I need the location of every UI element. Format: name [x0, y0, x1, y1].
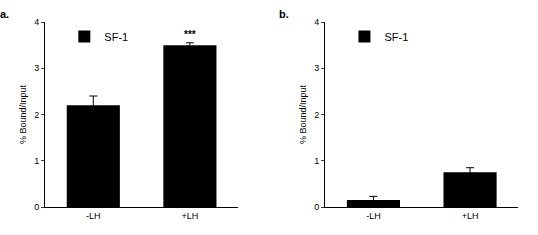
svg-text:2: 2	[34, 110, 39, 120]
svg-text:***: ***	[184, 29, 196, 40]
svg-text:SF-1: SF-1	[384, 31, 408, 43]
svg-text:-LH: -LH	[366, 211, 381, 221]
svg-text:SF-1: SF-1	[104, 31, 128, 43]
svg-text:0: 0	[314, 202, 319, 212]
svg-text:% Bound/Input: % Bound/Input	[298, 84, 308, 144]
svg-text:-LH: -LH	[86, 211, 101, 221]
svg-text:b.: b.	[279, 8, 289, 20]
svg-text:0: 0	[34, 202, 39, 212]
svg-text:2: 2	[314, 110, 319, 120]
svg-text:+LH: +LH	[182, 211, 199, 221]
svg-text:% Bound/Input: % Bound/Input	[18, 84, 28, 144]
svg-text:4: 4	[34, 17, 39, 27]
svg-text:+LH: +LH	[462, 211, 479, 221]
svg-text:4: 4	[314, 17, 319, 27]
svg-text:3: 3	[34, 63, 39, 73]
svg-text:a.: a.	[0, 8, 9, 20]
svg-text:1: 1	[314, 156, 319, 166]
svg-text:1: 1	[34, 156, 39, 166]
svg-text:3: 3	[314, 63, 319, 73]
